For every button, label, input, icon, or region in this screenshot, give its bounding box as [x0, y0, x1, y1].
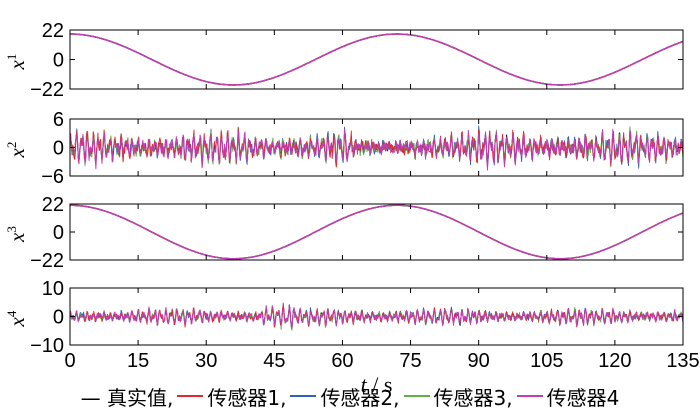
- legend-label-sensor-4: 传感器4: [546, 385, 620, 410]
- legend-label-sensor-3: 传感器3,: [433, 385, 513, 410]
- xtick-label: 0: [64, 350, 75, 372]
- legend-label-sensor-1: 传感器1,: [207, 385, 287, 410]
- x-axis-label-var: t: [361, 372, 368, 397]
- panel-1-series-true-value: [70, 33, 684, 86]
- xtick-label: 120: [598, 350, 631, 372]
- panel-2-ytick-label: 0: [53, 138, 64, 160]
- legend-swatch-sensor-3: [403, 395, 430, 397]
- panel-2: 6 0 −6 x2: [4, 109, 684, 188]
- panel-1-series-sensor-4: [69, 33, 684, 86]
- panel-4-ylabel: x4: [4, 310, 29, 327]
- panel-3-series-sensor-4: [69, 204, 683, 260]
- panel-4-ytick-label: 10: [42, 278, 64, 300]
- legend-label-sensor-2: 传感器2,: [320, 385, 400, 410]
- panel-3-ylabel-sup: 3: [4, 226, 19, 233]
- panel-4-ytick-label: −10: [30, 335, 64, 357]
- panel-3-ytick-label: 0: [53, 222, 64, 244]
- xtick-label: 60: [331, 350, 353, 372]
- x-axis-label: t / s: [361, 372, 393, 397]
- legend-swatch-sensor-1: [177, 395, 204, 397]
- panel-2-ytick-label: 6: [53, 109, 64, 131]
- panel-3-ylabel: x3: [4, 226, 29, 243]
- panel-3-series-sensor-1: [69, 204, 684, 260]
- panel-1-series-sensor-2: [69, 33, 684, 86]
- panel-1-ylabel-sup: 1: [4, 54, 19, 61]
- legend-item-sensor-3: 传感器3,: [403, 382, 513, 411]
- panel-4-ytick-label: 0: [53, 307, 64, 329]
- legend-label-true-value: — 真实值,: [80, 385, 174, 410]
- panel-3-ytick-label: −22: [30, 250, 64, 272]
- panel-2-ytick-label: −6: [41, 166, 64, 188]
- panel-1-ytick-label: 22: [42, 20, 64, 42]
- panel-3-series-sensor-2: [69, 204, 683, 260]
- panel-3-series-true-value: [70, 204, 684, 260]
- legend-swatch-sensor-2: [290, 395, 317, 397]
- xtick-label: 90: [468, 350, 490, 372]
- legend-item-sensor-2: 传感器2,: [290, 382, 400, 411]
- panel-1-ytick-label: −22: [30, 79, 64, 101]
- panel-1-ylabel: x1: [4, 54, 29, 71]
- xtick-label: 45: [263, 350, 285, 372]
- xtick-label: 75: [399, 350, 421, 372]
- xtick-label: 105: [530, 350, 563, 372]
- panel-3-series-sensor-3: [70, 204, 684, 260]
- panel-2-series-sensor-4: [69, 128, 684, 171]
- xtick-label: 135: [666, 350, 699, 372]
- panel-2-ylabel-sup: 2: [4, 142, 19, 149]
- panel-4-series-sensor-4: [69, 304, 684, 329]
- panel-3-frame: [69, 203, 684, 261]
- chart-legend: — 真实值, 传感器1, 传感器2, 传感器3, 传感器4: [0, 380, 700, 412]
- panel-1-ytick-label: 0: [53, 50, 64, 72]
- xtick-label: 15: [127, 350, 149, 372]
- legend-item-sensor-4: 传感器4: [516, 382, 620, 411]
- panel-4-ylabel-sup: 4: [4, 310, 19, 317]
- xtick-label: 30: [195, 350, 217, 372]
- panel-3-ytick-label: 22: [42, 194, 64, 216]
- legend-swatch-sensor-4: [516, 395, 543, 397]
- legend-item-sensor-1: 传感器1,: [177, 382, 286, 411]
- panel-1-series-sensor-1: [69, 33, 684, 86]
- legend-item-true-value: — 真实值,: [81, 382, 174, 411]
- panel-1-series-sensor-3: [69, 33, 684, 86]
- panel-2-ylabel: x2: [4, 142, 29, 159]
- x-axis-label-unit: / s: [367, 372, 393, 397]
